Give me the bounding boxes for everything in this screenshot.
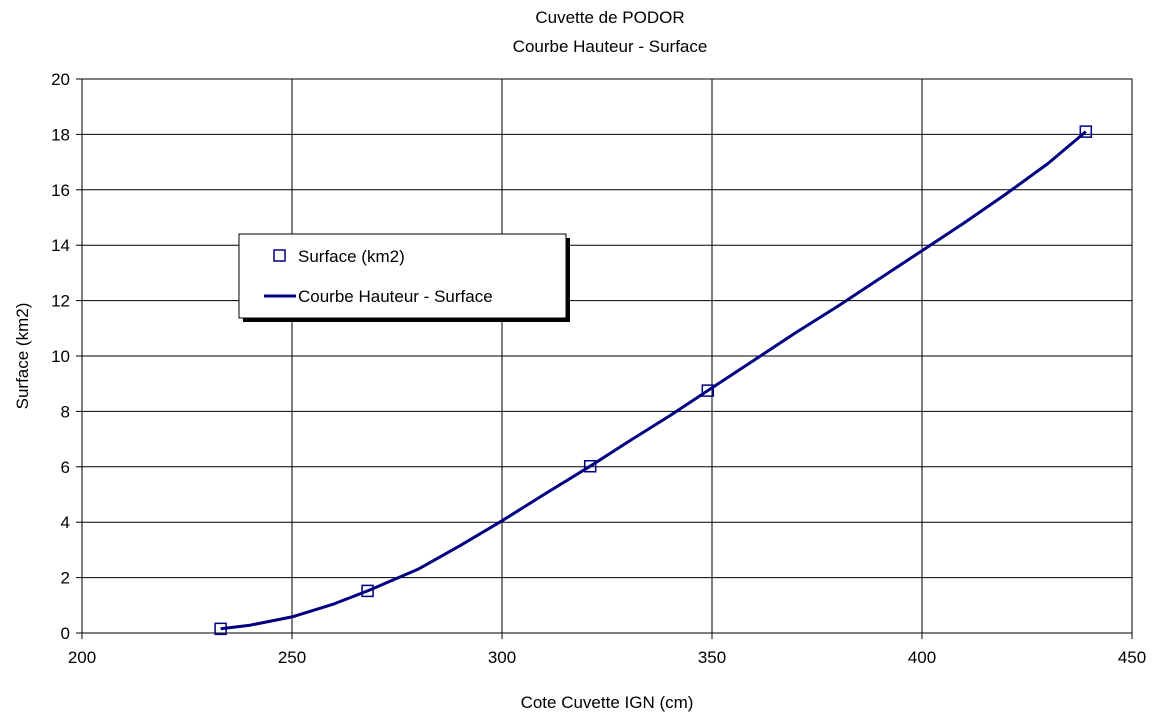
chart-subtitle: Courbe Hauteur - Surface [513,37,708,56]
y-tick-label: 16 [51,181,70,200]
x-tick-label: 450 [1118,648,1146,667]
legend: Surface (km2) Courbe Hauteur - Surface [238,233,570,322]
data-point-square [214,622,227,636]
legend-box [238,233,567,319]
tick-layer: 200 250 300 350 400 450 0 2 4 6 8 10 12 14 16 18 20 [51,70,1146,667]
y-tick-label: 0 [61,624,70,643]
legend-label-line: Courbe Hauteur - Surface [298,287,493,306]
series-line-courbe [220,130,1087,631]
y-tick-label: 10 [51,347,70,366]
x-axis-label: Cote Cuvette IGN (cm) [521,693,694,712]
y-tick-label: 2 [61,569,70,588]
legend-marker-square-icon [273,249,286,262]
y-axis-label: Surface (km2) [13,303,32,410]
chart-title: Cuvette de PODOR [535,8,684,27]
x-tick-label: 400 [908,648,936,667]
series-layer [214,125,1093,636]
y-tick-label: 6 [61,458,70,477]
y-tick-label: 14 [51,236,70,255]
y-tick-label: 12 [51,292,70,311]
x-tick-label: 300 [488,648,516,667]
y-tick-label: 18 [51,125,70,144]
x-tick-label: 200 [68,648,96,667]
data-point-square [583,459,597,473]
y-tick-label: 8 [61,402,70,421]
legend-label-markers: Surface (km2) [298,247,405,266]
x-tick-label: 350 [698,648,726,667]
grid-layer [82,79,1132,633]
data-point-square [701,384,715,397]
x-tick-label: 250 [278,648,306,667]
y-tick-label: 20 [51,70,70,89]
y-tick-label: 4 [61,513,70,532]
data-point-square [361,584,374,598]
data-point-square [1079,125,1093,138]
